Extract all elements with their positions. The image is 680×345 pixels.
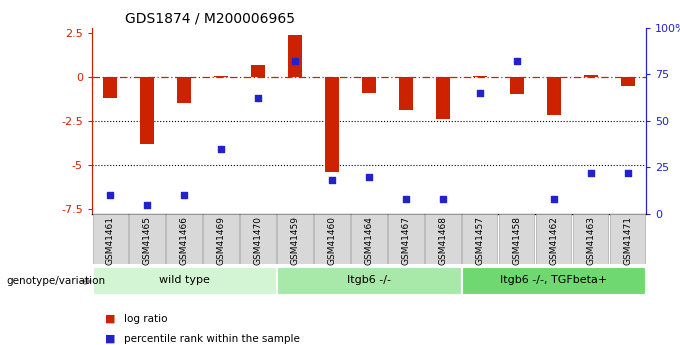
Point (437, 196, 448, 202)
FancyBboxPatch shape (92, 267, 276, 294)
Text: GSM41467: GSM41467 (401, 216, 410, 265)
Bar (547, 77, 560, 116)
Bar (473, 76, 487, 77)
Point (585, 170, 596, 176)
FancyBboxPatch shape (499, 214, 534, 264)
Bar (214, 76, 228, 77)
Bar (325, 77, 339, 172)
FancyBboxPatch shape (462, 214, 498, 264)
Point (401, 196, 411, 202)
FancyBboxPatch shape (536, 214, 571, 264)
Bar (362, 77, 376, 92)
Text: GSM41461: GSM41461 (106, 216, 115, 265)
Point (216, 146, 226, 151)
FancyBboxPatch shape (314, 214, 350, 264)
Bar (436, 77, 449, 119)
Bar (177, 77, 191, 103)
Text: GSM41458: GSM41458 (512, 216, 521, 265)
Bar (399, 77, 413, 110)
FancyBboxPatch shape (388, 214, 424, 264)
Point (179, 193, 190, 198)
FancyBboxPatch shape (277, 214, 313, 264)
FancyBboxPatch shape (351, 214, 387, 264)
Text: GSM41463: GSM41463 (586, 216, 595, 265)
Point (548, 196, 559, 202)
Text: ■: ■ (105, 334, 120, 344)
FancyBboxPatch shape (573, 214, 609, 264)
Text: log ratio: log ratio (124, 314, 168, 324)
Point (326, 178, 337, 183)
Text: ■: ■ (105, 314, 120, 324)
Text: GSM41470: GSM41470 (254, 216, 262, 265)
Bar (583, 75, 598, 77)
Text: GSM41462: GSM41462 (549, 216, 558, 265)
Text: GSM41466: GSM41466 (180, 216, 188, 265)
Text: GSM41469: GSM41469 (217, 216, 226, 265)
Text: wild type: wild type (158, 275, 209, 285)
FancyBboxPatch shape (92, 214, 128, 264)
Bar (621, 77, 634, 86)
FancyBboxPatch shape (425, 214, 460, 264)
Text: genotype/variation: genotype/variation (7, 276, 106, 286)
Text: GSM41471: GSM41471 (623, 216, 632, 265)
FancyBboxPatch shape (462, 267, 645, 294)
Text: GSM41464: GSM41464 (364, 216, 373, 265)
FancyBboxPatch shape (167, 214, 202, 264)
Text: GSM41465: GSM41465 (143, 216, 152, 265)
FancyBboxPatch shape (129, 214, 165, 264)
FancyBboxPatch shape (203, 214, 239, 264)
Bar (288, 34, 302, 77)
Point (622, 170, 633, 176)
Point (253, 96, 264, 101)
Point (511, 58, 522, 64)
Point (142, 202, 153, 207)
Text: percentile rank within the sample: percentile rank within the sample (124, 334, 301, 344)
Point (475, 90, 486, 96)
Point (290, 58, 301, 64)
Text: Itgb6 -/-: Itgb6 -/- (347, 275, 391, 285)
Bar (103, 77, 117, 98)
Text: GSM41468: GSM41468 (439, 216, 447, 265)
Bar (140, 77, 154, 144)
Text: GSM41460: GSM41460 (328, 216, 337, 265)
FancyBboxPatch shape (610, 214, 645, 264)
Bar (510, 77, 524, 95)
Point (105, 193, 116, 198)
Bar (251, 65, 265, 77)
Text: GDS1874 / M200006965: GDS1874 / M200006965 (125, 11, 295, 25)
Text: GSM41459: GSM41459 (290, 216, 299, 265)
Text: Itgb6 -/-, TGFbeta+: Itgb6 -/-, TGFbeta+ (500, 275, 607, 285)
FancyBboxPatch shape (240, 214, 276, 264)
FancyBboxPatch shape (277, 267, 460, 294)
Point (364, 174, 375, 179)
Text: GSM41457: GSM41457 (475, 216, 484, 265)
